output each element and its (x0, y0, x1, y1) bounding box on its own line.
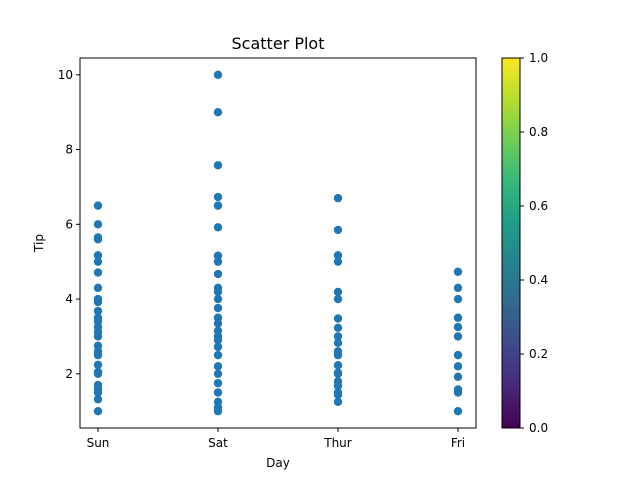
data-point (333, 338, 343, 347)
y-tick-label: 2 (65, 367, 73, 381)
data-point (213, 313, 223, 322)
data-point (453, 406, 463, 416)
data-point (213, 350, 223, 360)
data-point (213, 201, 223, 210)
data-point (453, 332, 463, 341)
colorbar-tick-label: 0.8 (529, 125, 548, 139)
data-point (93, 268, 103, 277)
y-axis-label: Tip (32, 234, 46, 253)
data-point (333, 193, 343, 203)
data-point (93, 220, 103, 229)
data-point (213, 303, 223, 313)
data-point (93, 257, 103, 266)
data-point (213, 342, 223, 352)
data-point (93, 367, 103, 377)
data-point (213, 257, 223, 266)
data-point (213, 283, 223, 293)
data-point (213, 251, 223, 260)
data-point (93, 406, 103, 416)
colorbar-tick-label: 0.4 (529, 273, 548, 287)
data-point (93, 395, 103, 404)
data-point (333, 257, 343, 266)
data-point (333, 347, 343, 356)
data-point (213, 294, 223, 304)
data-point (213, 70, 223, 80)
data-point (213, 192, 223, 202)
data-point (93, 380, 103, 390)
data-point (333, 314, 343, 323)
data-point (213, 362, 223, 371)
x-tick-label: Fri (451, 436, 465, 450)
chart-title: Scatter Plot (232, 34, 325, 53)
data-point (333, 377, 343, 386)
data-point (93, 360, 103, 370)
points-layer (93, 70, 463, 416)
data-point (333, 361, 343, 370)
data-point (333, 294, 343, 304)
data-point (93, 313, 103, 322)
y-axis-ticks: 2 4 6 8 10 (58, 68, 80, 381)
data-point (213, 161, 223, 170)
data-point (333, 323, 343, 333)
data-point (333, 368, 343, 377)
data-point (453, 283, 463, 293)
colorbar-tick-label: 0.0 (529, 421, 548, 435)
x-axis-ticks: Sun Sat Thur Fri (87, 428, 465, 450)
data-point (453, 322, 463, 332)
data-point (213, 107, 223, 117)
data-point (93, 283, 103, 293)
data-point (453, 362, 463, 371)
y-tick-label: 4 (65, 292, 73, 306)
data-point (333, 332, 343, 341)
x-axis-label: Day (266, 456, 290, 470)
data-point (333, 251, 343, 260)
colorbar-tick-label: 1.0 (529, 51, 548, 65)
y-tick-label: 6 (65, 217, 73, 231)
plot-frame (79, 57, 477, 429)
data-point (333, 225, 343, 235)
data-point (213, 397, 223, 407)
data-point (333, 287, 343, 297)
data-point (93, 294, 103, 304)
data-point (453, 313, 463, 322)
data-point (453, 267, 463, 276)
data-point (93, 233, 103, 242)
colorbar-tick-label: 0.6 (529, 199, 548, 213)
data-point (453, 294, 463, 304)
data-point (213, 388, 223, 397)
colorbar-tick-label: 0.2 (529, 347, 548, 361)
data-point (213, 378, 223, 388)
data-point (93, 306, 103, 316)
data-point (93, 251, 103, 260)
data-point (213, 369, 223, 379)
x-tick-label: Sun (87, 436, 110, 450)
x-tick-label: Sat (208, 436, 228, 450)
colorbar-ticks: 0.0 0.2 0.4 0.6 0.8 1.0 (520, 51, 548, 435)
data-point (93, 341, 103, 350)
data-point (213, 326, 223, 336)
data-point (333, 388, 343, 397)
x-tick-label: Thur (323, 436, 352, 450)
data-point (453, 350, 463, 360)
data-point (93, 201, 103, 210)
data-point (453, 372, 463, 381)
data-point (213, 269, 223, 279)
data-point (453, 385, 463, 394)
colorbar (501, 57, 521, 429)
y-tick-label: 8 (65, 143, 73, 157)
data-point (213, 223, 223, 232)
y-tick-label: 10 (58, 68, 73, 82)
data-point (333, 397, 343, 407)
